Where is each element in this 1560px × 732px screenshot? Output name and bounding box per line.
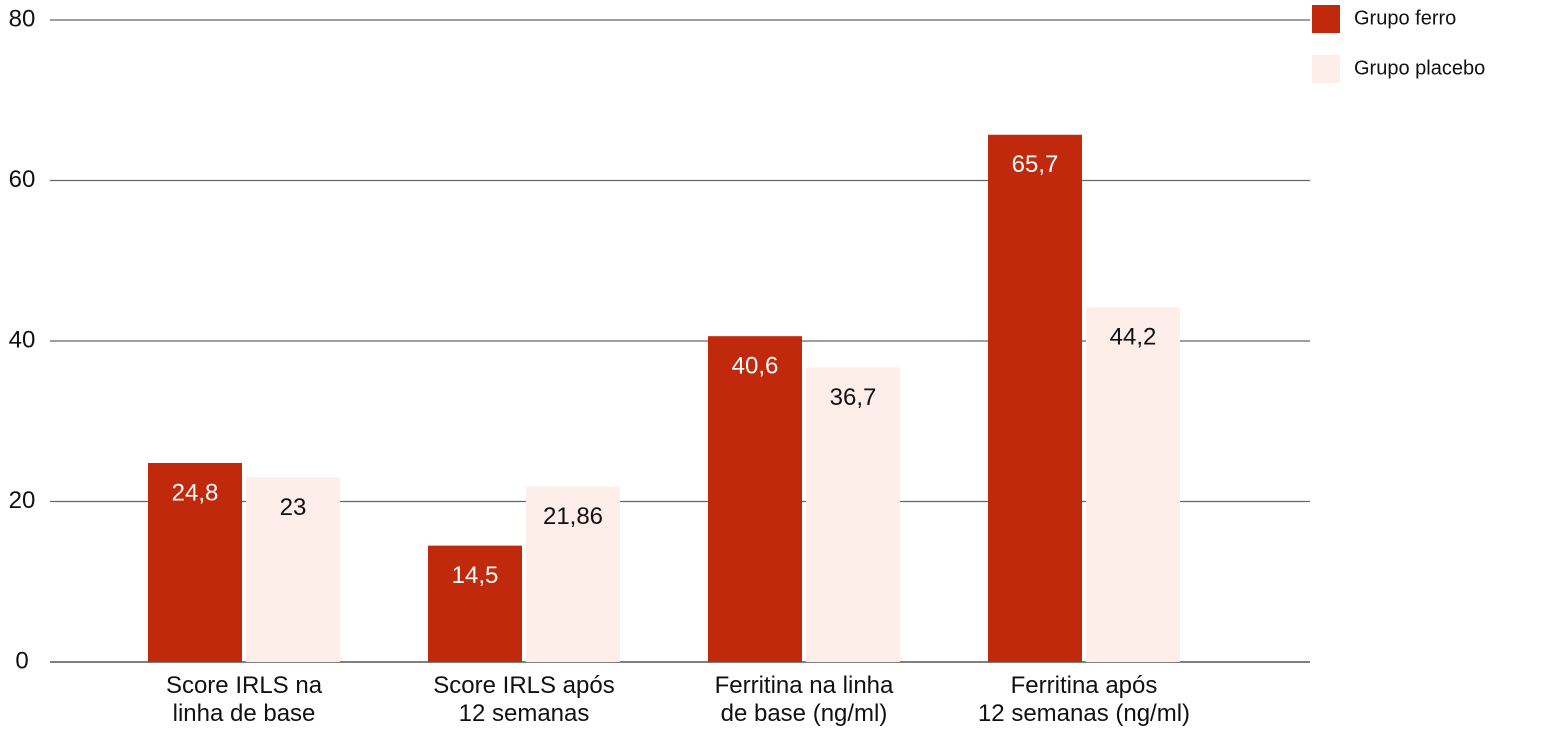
bar bbox=[708, 336, 802, 662]
legend-swatch bbox=[1312, 55, 1340, 83]
x-tick-label: Ferritina após 12 semanas (ng/ml) bbox=[977, 672, 1191, 727]
value-label: 44,2 bbox=[1110, 324, 1157, 351]
value-label: 14,5 bbox=[452, 562, 499, 589]
bar bbox=[1086, 307, 1180, 662]
bar bbox=[806, 367, 900, 662]
y-tick-label: 80 bbox=[9, 5, 36, 32]
value-label: 24,8 bbox=[172, 479, 219, 506]
bar bbox=[246, 477, 340, 662]
bar bbox=[526, 486, 620, 662]
x-tick-label: Ferritina na linha de base (ng/ml) bbox=[714, 672, 894, 727]
value-label: 65,7 bbox=[1012, 151, 1059, 178]
legend-label: Grupo ferro bbox=[1354, 7, 1456, 29]
legend-label: Grupo placebo bbox=[1354, 57, 1485, 79]
value-label: 21,86 bbox=[543, 503, 603, 530]
y-tick-label: 0 bbox=[15, 647, 28, 674]
value-label: 23 bbox=[280, 494, 307, 521]
bar bbox=[988, 134, 1082, 662]
x-tick-label: Score IRLS na linha de base bbox=[165, 672, 323, 727]
x-tick-label: Score IRLS após 12 semanas bbox=[433, 672, 615, 727]
bar bbox=[148, 462, 242, 662]
legend-swatch bbox=[1312, 5, 1340, 33]
value-label: 36,7 bbox=[830, 384, 877, 411]
y-tick-label: 60 bbox=[9, 166, 36, 193]
y-tick-label: 20 bbox=[9, 487, 36, 514]
bar bbox=[428, 545, 522, 662]
y-tick-label: 40 bbox=[9, 326, 36, 353]
value-label: 40,6 bbox=[732, 353, 779, 380]
